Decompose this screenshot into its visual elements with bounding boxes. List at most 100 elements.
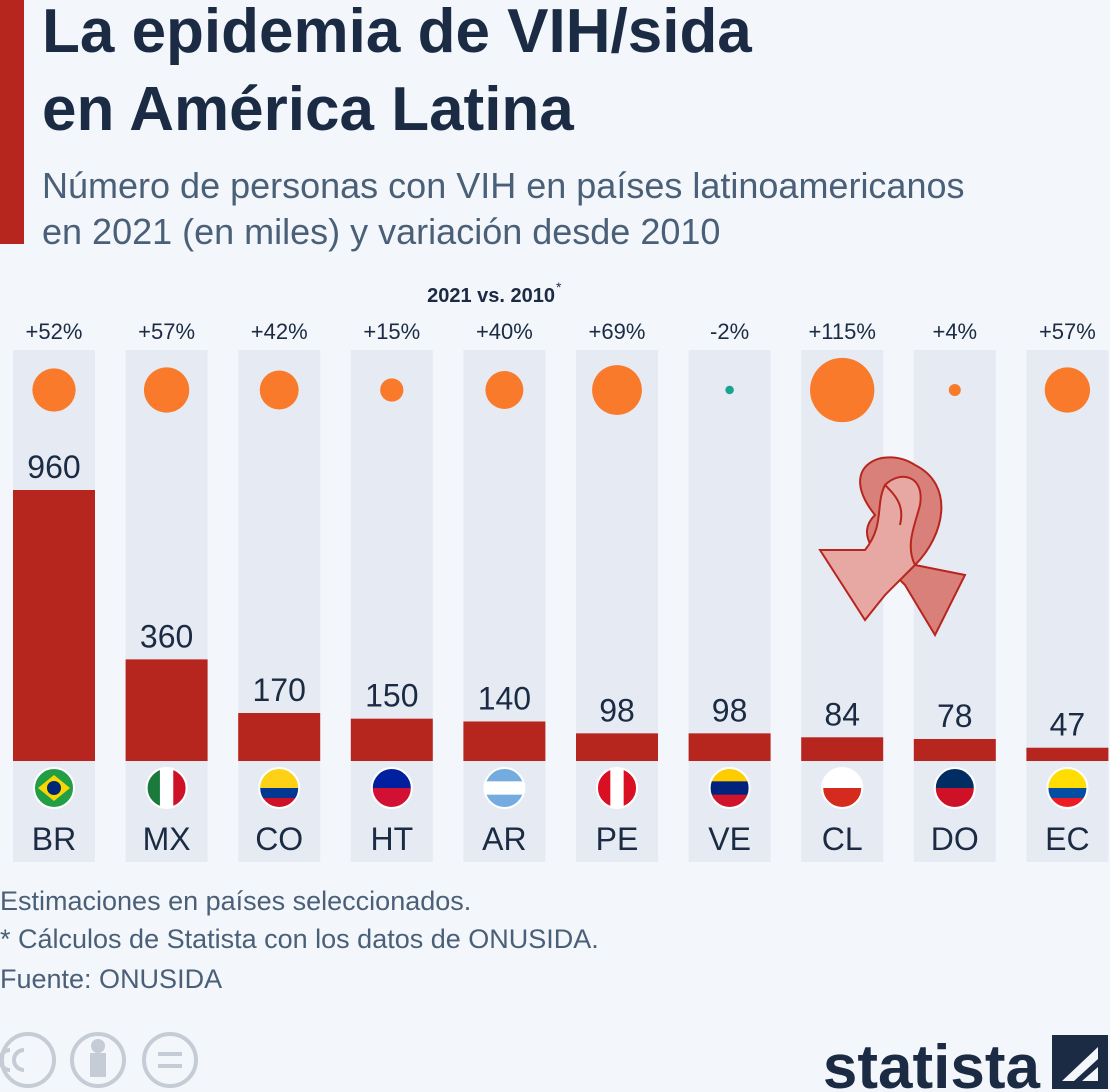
x-tick-label: PE bbox=[596, 821, 639, 857]
change-bubble bbox=[259, 370, 299, 410]
flag-stripe bbox=[709, 781, 750, 796]
x-tick-label: MX bbox=[143, 821, 191, 857]
flag-stripe bbox=[934, 788, 975, 808]
brand-icon bbox=[1052, 1035, 1108, 1089]
x-tick-label: AR bbox=[482, 821, 526, 857]
flag bbox=[259, 768, 300, 808]
change-title: 2021 vs. 2010 bbox=[427, 285, 555, 307]
chart-subtitle: Número de personas con VIH en países lat… bbox=[42, 165, 965, 206]
chart-subtitle: en 2021 (en miles) y variación desde 201… bbox=[42, 211, 720, 252]
change-label: +69% bbox=[589, 319, 646, 344]
x-tick-label: CL bbox=[822, 821, 863, 857]
accent-bar bbox=[0, 0, 24, 244]
change-bubble bbox=[948, 384, 961, 396]
change-label: -2% bbox=[710, 319, 749, 344]
flag bbox=[934, 768, 975, 808]
chart-title: en América Latina bbox=[42, 75, 574, 144]
value-label: 360 bbox=[140, 618, 193, 654]
brand: statista bbox=[823, 1033, 1041, 1092]
flag-stripe bbox=[1047, 788, 1088, 799]
change-title-marker: * bbox=[556, 279, 562, 295]
change-bubble bbox=[810, 357, 875, 423]
flag-border bbox=[370, 767, 413, 809]
bar bbox=[913, 738, 996, 761]
flag-border bbox=[708, 767, 751, 809]
flag-stripe bbox=[610, 768, 625, 808]
flag-stripe bbox=[159, 768, 174, 808]
flag-border bbox=[821, 767, 864, 809]
bar bbox=[1026, 747, 1109, 761]
change-label: +15% bbox=[363, 319, 420, 344]
flag-stripe bbox=[371, 768, 412, 789]
flag-stripe bbox=[484, 781, 525, 796]
flag-border bbox=[596, 767, 638, 809]
flag-stripe bbox=[934, 768, 975, 789]
value-label: 98 bbox=[599, 692, 635, 728]
change-label: +42% bbox=[251, 319, 308, 344]
columns: 960 +52% BR 360 +57% MX 170 +42% CO 150 +15% HT 140 +… bbox=[13, 319, 1109, 862]
bar bbox=[125, 659, 208, 761]
flag-stripe bbox=[259, 798, 300, 808]
bar bbox=[238, 713, 321, 761]
flag bbox=[1047, 768, 1088, 808]
change-label: +40% bbox=[476, 319, 533, 344]
change-bubble bbox=[592, 365, 642, 415]
flag bbox=[371, 768, 412, 808]
flag-border bbox=[33, 767, 75, 809]
change-label: +52% bbox=[26, 319, 83, 344]
change-label: +115% bbox=[808, 319, 875, 344]
flag-stripe bbox=[259, 778, 300, 789]
change-label: +4% bbox=[932, 319, 977, 344]
x-tick-label: BR bbox=[32, 821, 76, 857]
value-label: 47 bbox=[1050, 707, 1086, 743]
flag-stripe bbox=[259, 788, 300, 799]
flag-border bbox=[933, 767, 976, 809]
flag-stripe bbox=[1047, 768, 1088, 779]
flag-border bbox=[483, 767, 526, 809]
flag-stripe bbox=[371, 788, 412, 808]
note: * Cálculos de Statista con los datos de … bbox=[0, 924, 599, 954]
change-bubble bbox=[485, 371, 524, 409]
value-label: 960 bbox=[27, 449, 80, 485]
x-tick-label: VE bbox=[708, 821, 751, 857]
x-tick-label: EC bbox=[1045, 821, 1089, 857]
flag-stripe bbox=[822, 768, 863, 789]
bar bbox=[463, 721, 546, 761]
value-label: 78 bbox=[937, 698, 973, 734]
chart-title: La epidemia de VIH/sida bbox=[42, 0, 752, 66]
source: Fuente: ONUSIDA bbox=[0, 964, 222, 994]
value-label: 170 bbox=[253, 672, 306, 708]
flag-border bbox=[258, 767, 301, 809]
change-bubble bbox=[1044, 367, 1091, 413]
value-label: 140 bbox=[478, 680, 531, 716]
change-bubble bbox=[32, 368, 76, 412]
x-tick-label: HT bbox=[370, 821, 413, 857]
license-icons bbox=[0, 1032, 198, 1088]
flag-stripe bbox=[1047, 778, 1088, 789]
change-bubble bbox=[725, 385, 734, 395]
flag-stripe bbox=[1047, 798, 1088, 808]
flag-border bbox=[145, 767, 188, 809]
flag-stripe bbox=[822, 788, 863, 808]
flag bbox=[822, 768, 863, 808]
value-label: 150 bbox=[365, 678, 418, 714]
value-label: 98 bbox=[712, 692, 748, 728]
flag-border bbox=[1046, 767, 1089, 809]
change-bubble bbox=[380, 378, 404, 402]
x-tick-label: CO bbox=[255, 821, 303, 857]
flag-stripe bbox=[259, 768, 300, 779]
bar bbox=[576, 733, 658, 761]
bar bbox=[801, 737, 884, 761]
x-tick-label: DO bbox=[931, 821, 979, 857]
note: Estimaciones en países seleccionados. bbox=[0, 886, 471, 916]
value-label: 84 bbox=[824, 696, 860, 732]
flag-detail bbox=[47, 781, 61, 795]
ribbon-icon bbox=[818, 456, 967, 638]
change-label: +57% bbox=[1039, 319, 1096, 344]
bar bbox=[688, 733, 771, 761]
change-bubble bbox=[143, 367, 190, 413]
bar bbox=[13, 490, 95, 761]
change-label: +57% bbox=[138, 319, 195, 344]
